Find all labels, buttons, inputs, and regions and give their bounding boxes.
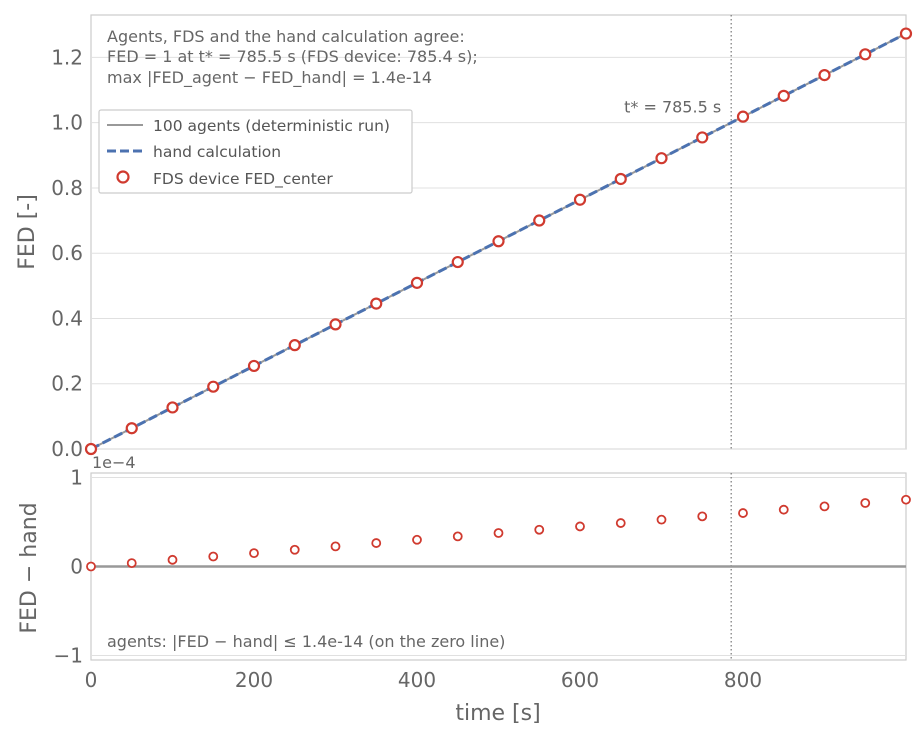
bottom-y-tick-labels: −1 0 1: [54, 465, 83, 667]
fds-point: [492, 235, 505, 248]
fds-residual-point: [208, 551, 219, 562]
fds-point: [818, 69, 831, 82]
fds-point: [207, 380, 220, 393]
fds-residual-point: [452, 531, 463, 542]
annotation-line-3: max |FED_agent − FED_hand| = 1.4e-14: [107, 68, 432, 88]
fds-point: [533, 214, 546, 227]
summary-annotation: Agents, FDS and the hand calculation agr…: [107, 27, 478, 88]
x-tick-label: 200: [235, 668, 273, 692]
x-tick-label: 400: [398, 668, 436, 692]
annotation-line-2: FED = 1 at t* = 785.5 s (FDS device: 785…: [107, 47, 478, 66]
fds-point: [736, 110, 750, 123]
fds-residual-point: [534, 524, 545, 535]
bottom-plot-panel: −101 0 200 400 600 800 1e−4 FED − hand time …: [17, 453, 911, 726]
top-y-axis-label: FED [-]: [15, 194, 40, 270]
top-plot-panel: 0.0 0.2 0.4 0.6 0.8 1.0 1.2 FED [-] t* = 785.5…: [15, 14, 913, 461]
top-y-tick-label: 0.6: [51, 241, 83, 265]
top-y-tick-label: 0.0: [51, 437, 83, 461]
fds-residual-point: [656, 514, 667, 525]
fds-residual-point: [371, 538, 382, 548]
agents-annotation: agents: |FED − hand| ≤ 1.4e-14 (on the z…: [107, 632, 505, 651]
fds-point: [696, 131, 709, 144]
fds-point: [247, 359, 261, 373]
x-tick-labels: 0 200 400 600 800: [85, 668, 762, 692]
fds-residual-point: [819, 501, 830, 512]
top-y-tick-label: 1.0: [51, 111, 83, 135]
fds-point: [859, 48, 872, 61]
x-axis-label: time [s]: [455, 701, 540, 726]
fds-point: [288, 339, 301, 352]
fds-point: [166, 401, 179, 414]
fds-point: [84, 442, 98, 456]
fds-point: [370, 297, 383, 310]
fds-residual-point: [778, 504, 789, 515]
fds-point: [125, 422, 138, 435]
fds-residual-point: [901, 494, 911, 505]
bottom-y-axis-label: FED − hand: [17, 502, 42, 633]
x-tick-label: 600: [561, 668, 599, 692]
bottom-y-tick-label: −1: [54, 644, 83, 668]
fds-residual-point: [860, 498, 871, 508]
top-y-tick-label: 1.2: [51, 45, 83, 69]
legend: 100 agents (deterministic run) hand calc…: [98, 109, 413, 194]
bottom-series: [86, 494, 911, 572]
fds-point: [777, 89, 790, 102]
scale-label: 1e−4: [92, 453, 136, 472]
top-y-tick-label: 0.2: [51, 372, 83, 396]
legend-fds-swatch: [116, 170, 130, 184]
fds-residual-point: [167, 554, 178, 565]
bottom-y-tick-label: 1: [70, 465, 83, 489]
tstar-label: t* = 785.5 s: [624, 98, 721, 117]
fds-residual-point: [289, 544, 300, 555]
fds-residual-point: [126, 558, 137, 569]
x-tick-label: 0: [85, 668, 98, 692]
bottom-y-tick-label: 0: [70, 555, 83, 579]
fds-residual-point: [412, 534, 422, 545]
top-series: [84, 27, 913, 456]
fds-residual-point: [493, 528, 504, 538]
top-plot-area: [90, 14, 907, 450]
legend-agents-label: 100 agents (deterministic run): [153, 117, 390, 135]
x-tick-label: 800: [724, 668, 762, 692]
fds-residual-point: [615, 518, 626, 528]
fds-point: [573, 193, 587, 206]
top-y-tick-labels: 0.0 0.2 0.4 0.6 0.8 1.0 1.2: [51, 45, 83, 461]
top-y-tick-label: 0.8: [51, 176, 83, 200]
fds-residual-point: [330, 541, 341, 552]
fds-point: [655, 152, 668, 165]
fds-residual-point: [697, 511, 708, 522]
fds-point: [451, 255, 464, 269]
fds-point: [410, 276, 424, 289]
fds-residual-point: [738, 508, 748, 518]
top-y-tick-label: 0.4: [51, 306, 83, 330]
fds-residual-point: [249, 548, 259, 559]
fds-point: [899, 27, 913, 40]
legend-box: [98, 109, 413, 194]
annotation-line-1: Agents, FDS and the hand calculation agr…: [107, 27, 465, 46]
legend-fds-label: FDS device FED_center: [153, 170, 333, 189]
fds-residual-point: [86, 561, 96, 572]
fds-point: [614, 172, 627, 186]
fds-point: [329, 318, 342, 331]
legend-hand-label: hand calculation: [153, 143, 281, 161]
fds-residual-point: [575, 521, 585, 532]
